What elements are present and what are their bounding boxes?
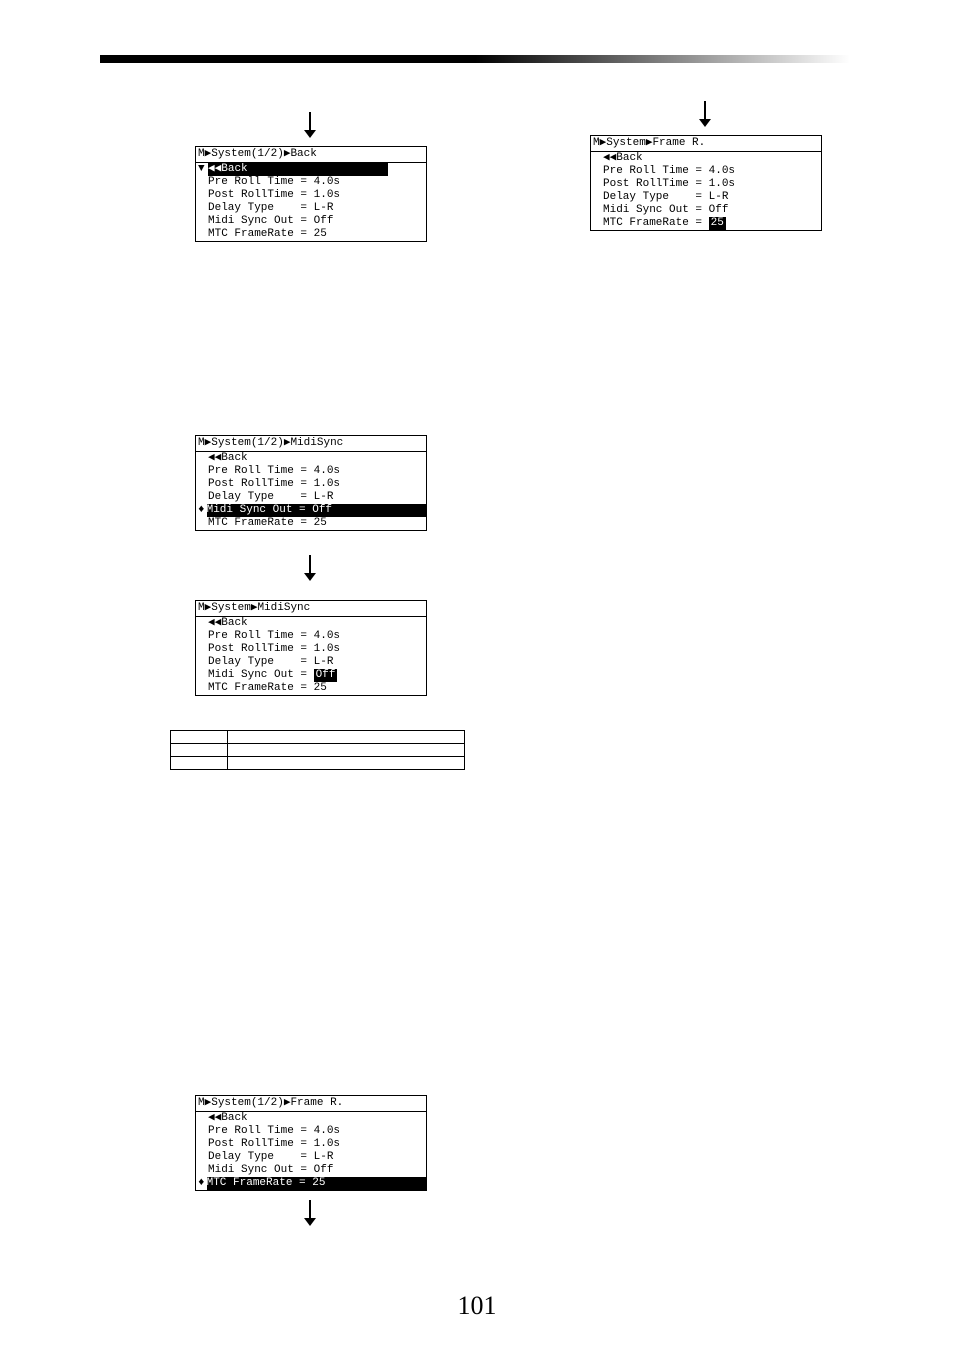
lcd-row: MTC FrameRate = 25 (196, 517, 426, 530)
table-cell-desc (228, 757, 465, 770)
lcd-row: Midi Sync Out = Off (196, 1164, 426, 1177)
lcd-row: Post RollTime = 1.0s (196, 643, 426, 656)
lcd-body: ◀◀Back Pre Roll Time = 4.0s Post RollTim… (591, 152, 821, 230)
lcd-row: ◀◀Back (591, 152, 821, 165)
lcd-body: ◀◀Back Pre Roll Time = 4.0s Post RollTim… (196, 1112, 426, 1190)
lcd-title: M▶System(1/2)▶Frame R. (196, 1096, 426, 1112)
lcd-row: Midi Sync Out = Off (591, 204, 821, 217)
page-number: 101 (0, 1291, 954, 1321)
lcd-row: ◀◀Back (196, 1112, 426, 1125)
lcd-row: Delay Type = L-R (196, 491, 426, 504)
lcd-title: M▶System(1/2)▶Back (196, 147, 426, 163)
lcd-screen-3: M▶System(1/2)▶MidiSync ◀◀Back Pre Roll T… (195, 435, 427, 531)
lcd-row: ◀◀Back (196, 617, 426, 630)
lcd-row: Post RollTime = 1.0s (591, 178, 821, 191)
lcd-row: ▼◀◀Back (196, 163, 426, 176)
lcd-row: Delay Type = L-R (591, 191, 821, 204)
table-row (171, 744, 465, 757)
lcd-row: Delay Type = L-R (196, 202, 426, 215)
table-cell-option (171, 744, 228, 757)
lcd-row: MTC FrameRate = 25 (591, 217, 821, 230)
table-row (171, 731, 465, 744)
table-cell-option (171, 731, 228, 744)
arrow-to-screen1 (309, 112, 311, 132)
lcd-row: Post RollTime = 1.0s (196, 189, 426, 202)
arrow-below-screen5 (309, 1200, 311, 1220)
lcd-screen-1: M▶System(1/2)▶Back▼◀◀Back Pre Roll Time … (195, 146, 427, 242)
table-row (171, 757, 465, 770)
lcd-row: ◀◀Back (196, 452, 426, 465)
lcd-row: MTC FrameRate = 25 (196, 228, 426, 241)
lcd-screen-2: M▶System▶Frame R. ◀◀Back Pre Roll Time =… (590, 135, 822, 231)
arrow-to-screen2 (704, 101, 706, 121)
lcd-row: ♦Midi Sync Out = Off (196, 504, 426, 517)
lcd-row: Post RollTime = 1.0s (196, 478, 426, 491)
lcd-screen-4: M▶System▶MidiSync ◀◀Back Pre Roll Time =… (195, 600, 427, 696)
lcd-row: Pre Roll Time = 4.0s (196, 1125, 426, 1138)
lcd-row: Midi Sync Out = Off (196, 669, 426, 682)
lcd-row: Pre Roll Time = 4.0s (196, 465, 426, 478)
lcd-row: Midi Sync Out = Off (196, 215, 426, 228)
lcd-row: MTC FrameRate = 25 (196, 682, 426, 695)
options-table-body (171, 731, 465, 770)
lcd-row: Pre Roll Time = 4.0s (196, 176, 426, 189)
table-cell-desc (228, 731, 465, 744)
table-cell-desc (228, 744, 465, 757)
lcd-title: M▶System▶Frame R. (591, 136, 821, 152)
page: M▶System(1/2)▶Back▼◀◀Back Pre Roll Time … (0, 0, 954, 1351)
options-table (170, 730, 465, 770)
lcd-row: Delay Type = L-R (196, 1151, 426, 1164)
lcd-row: Post RollTime = 1.0s (196, 1138, 426, 1151)
lcd-body: ◀◀Back Pre Roll Time = 4.0s Post RollTim… (196, 617, 426, 695)
table-cell-option (171, 757, 228, 770)
lcd-body: ▼◀◀Back Pre Roll Time = 4.0s Post RollTi… (196, 163, 426, 241)
lcd-screen-5: M▶System(1/2)▶Frame R. ◀◀Back Pre Roll T… (195, 1095, 427, 1191)
lcd-row: Delay Type = L-R (196, 656, 426, 669)
arrow-between-3-4 (309, 555, 311, 575)
lcd-body: ◀◀Back Pre Roll Time = 4.0s Post RollTim… (196, 452, 426, 530)
lcd-title: M▶System▶MidiSync (196, 601, 426, 617)
lcd-row: ♦MTC FrameRate = 25 (196, 1177, 426, 1190)
lcd-row: Pre Roll Time = 4.0s (196, 630, 426, 643)
lcd-row: Pre Roll Time = 4.0s (591, 165, 821, 178)
lcd-title: M▶System(1/2)▶MidiSync (196, 436, 426, 452)
header-gradient-bar (100, 55, 850, 63)
